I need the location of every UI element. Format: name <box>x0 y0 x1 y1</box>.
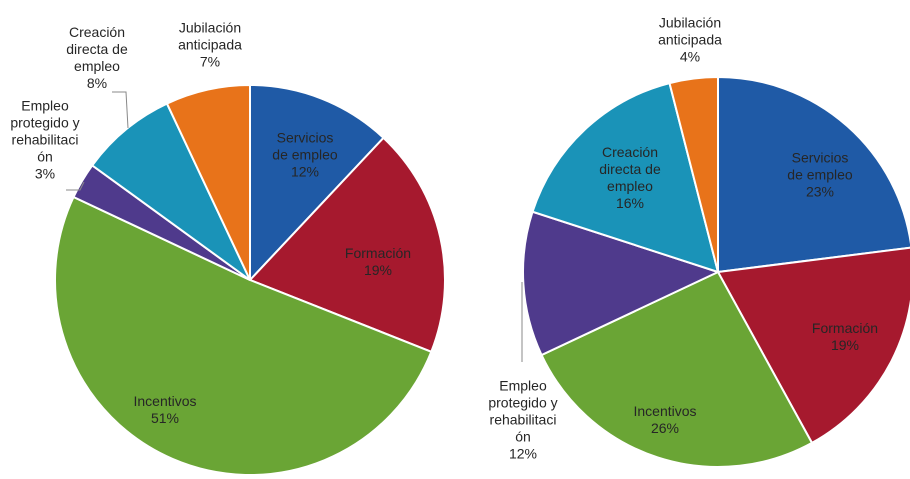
slice-value: 12% <box>508 445 538 462</box>
pie-slice <box>165 83 251 281</box>
slice-label: Servicios de empleo 23% <box>787 150 852 201</box>
slice-name: Incentivos <box>133 393 197 409</box>
slice-name: Jubilación anticipada <box>178 19 242 53</box>
slice-label: Formación 19% <box>345 245 411 279</box>
slice-name: Incentivos <box>633 403 697 419</box>
slice-label: Empleo protegido y rehabilitaci ón 12% <box>488 378 557 463</box>
slice-value: 16% <box>615 195 645 211</box>
slice-name: Empleo protegido y rehabilitaci ón <box>10 97 80 165</box>
slice-value: 4% <box>679 48 701 65</box>
leader-line <box>66 181 85 191</box>
pie-slice <box>249 83 385 283</box>
slice-label: Incentivos 51% <box>133 393 196 427</box>
slice-label: Servicios de empleo 12% <box>272 130 337 181</box>
slice-value: 19% <box>363 262 393 278</box>
slice-value: 7% <box>199 53 221 70</box>
slice-value: 12% <box>290 163 320 180</box>
slice-name: Formación <box>344 245 412 261</box>
slice-label: Jubilación anticipada 4% <box>658 15 722 66</box>
slice-value: 8% <box>86 75 108 91</box>
slice-value: 23% <box>805 183 835 200</box>
slice-name: Creación directa de empleo <box>66 24 128 74</box>
pie-slice <box>90 102 251 281</box>
pie-slice <box>717 75 910 274</box>
slice-label: Creación directa de empleo 16% <box>599 144 660 212</box>
slice-name: Formación <box>811 320 879 336</box>
slice-value: 3% <box>34 165 56 182</box>
slice-value: 26% <box>650 420 680 436</box>
pie-slice <box>716 246 910 445</box>
slice-label: Incentivos 26% <box>633 403 696 437</box>
slice-label: Empleo protegido y rehabilitaci ón 3% <box>10 98 79 183</box>
pie-slice <box>54 195 433 477</box>
slice-value: 51% <box>150 410 180 426</box>
pie-slice <box>668 75 719 273</box>
slice-label: Jubilación anticipada 7% <box>178 20 242 71</box>
pie-slice <box>522 210 721 357</box>
slice-name: Empleo protegido y rehabilitaci ón <box>488 377 558 445</box>
slice-name: Jubilación anticipada <box>658 14 722 48</box>
pie-slice <box>540 270 814 468</box>
slice-name: Servicios de empleo <box>787 149 853 183</box>
pie-slice <box>531 81 720 274</box>
slice-label: Formación 19% <box>812 320 878 354</box>
slice-value: 19% <box>830 337 860 353</box>
slice-label: Creación directa de empleo 8% <box>66 24 127 92</box>
leader-line <box>112 91 129 129</box>
slice-name: Creación directa de empleo <box>599 144 661 194</box>
slice-name: Servicios de empleo <box>272 129 338 163</box>
